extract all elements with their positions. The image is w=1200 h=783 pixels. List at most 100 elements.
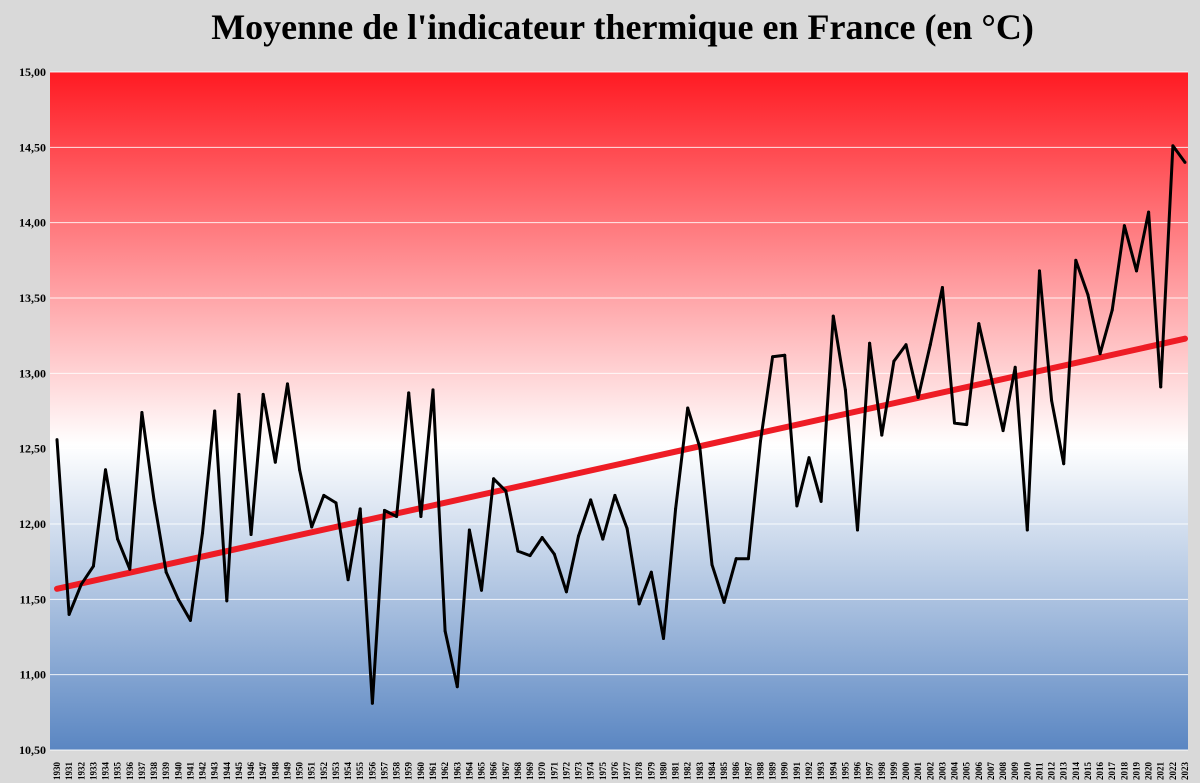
x-tick-label: 1970 — [537, 762, 547, 781]
x-tick-label: 2021 — [1156, 762, 1166, 781]
data-point — [504, 489, 508, 493]
x-tick-label: 1997 — [865, 762, 875, 781]
x-tick-label: 2001 — [913, 762, 923, 781]
x-tick-label: 2016 — [1095, 762, 1105, 781]
data-point — [382, 508, 386, 512]
x-tick-label: 1966 — [489, 762, 499, 781]
x-tick-label: 1998 — [877, 762, 887, 781]
data-point — [710, 563, 714, 567]
data-point — [807, 456, 811, 460]
data-point — [492, 477, 496, 481]
x-tick-label: 2013 — [1059, 762, 1069, 781]
x-tick-label: 1969 — [525, 762, 535, 781]
data-point — [67, 612, 71, 616]
x-tick-label: 1977 — [622, 762, 632, 781]
y-tick-label: 12,50 — [19, 442, 46, 456]
y-tick-label: 13,00 — [19, 366, 46, 380]
x-axis-ticks: 1930 1931 1932 1933 1934 1935 1936 1937 1938 1939… — [52, 762, 1190, 781]
x-tick-label: 1943 — [210, 762, 220, 781]
x-tick-label: 1935 — [113, 762, 123, 781]
data-point — [1171, 144, 1175, 148]
x-tick-label: 1951 — [307, 762, 317, 781]
data-point — [480, 588, 484, 592]
data-point — [819, 499, 823, 503]
x-tick-label: 1949 — [282, 762, 292, 781]
data-point — [1074, 258, 1078, 262]
x-tick-label: 2008 — [998, 762, 1008, 781]
x-tick-label: 1931 — [64, 762, 74, 781]
data-point — [528, 554, 532, 558]
data-point — [1147, 210, 1151, 214]
x-tick-label: 1992 — [804, 762, 814, 781]
x-tick-label: 1964 — [464, 762, 474, 781]
data-point — [322, 493, 326, 497]
y-tick-label: 13,50 — [19, 291, 46, 305]
data-point — [953, 421, 957, 425]
x-tick-label: 1990 — [780, 762, 790, 781]
data-point — [431, 388, 435, 392]
data-point — [977, 322, 981, 326]
x-tick-label: 1978 — [634, 762, 644, 781]
data-point — [104, 468, 108, 472]
x-tick-label: 1952 — [319, 762, 329, 781]
x-tick-label: 1967 — [501, 762, 511, 781]
data-point — [552, 552, 556, 556]
x-tick-label: 1971 — [549, 762, 559, 781]
x-tick-label: 1948 — [270, 762, 280, 781]
data-point — [686, 406, 690, 410]
x-tick-label: 1940 — [173, 762, 183, 781]
x-tick-label: 1981 — [671, 762, 681, 781]
x-tick-label: 2007 — [986, 762, 996, 781]
data-point — [577, 534, 581, 538]
data-point — [916, 395, 920, 399]
series-line — [55, 144, 1187, 705]
data-point — [273, 460, 277, 464]
data-point — [564, 590, 568, 594]
data-point — [419, 514, 423, 518]
data-point — [91, 564, 95, 568]
data-point — [540, 536, 544, 540]
data-point — [285, 382, 289, 386]
data-point — [128, 567, 132, 571]
x-tick-label: 2014 — [1071, 762, 1081, 781]
data-point — [758, 439, 762, 443]
x-tick-label: 1987 — [743, 762, 753, 781]
x-tick-label: 1954 — [343, 762, 353, 781]
x-tick-label: 1996 — [853, 762, 863, 781]
x-tick-label: 1933 — [88, 762, 98, 781]
data-point — [467, 528, 471, 532]
y-tick-label: 15,00 — [19, 65, 46, 79]
x-tick-label: 1995 — [840, 762, 850, 781]
data-point — [589, 498, 593, 502]
data-point — [1098, 352, 1102, 356]
data-point — [1159, 385, 1163, 389]
x-tick-label: 1986 — [731, 762, 741, 781]
data-point — [334, 501, 338, 505]
x-tick-label: 1956 — [367, 762, 377, 781]
data-point — [649, 570, 653, 574]
data-point — [443, 629, 447, 633]
x-tick-label: 1968 — [513, 762, 523, 781]
data-point — [734, 557, 738, 561]
x-tick-label: 1947 — [258, 762, 268, 781]
data-point — [1122, 224, 1126, 228]
data-point — [261, 392, 265, 396]
x-tick-label: 2020 — [1144, 762, 1154, 781]
data-point — [1134, 269, 1138, 273]
data-point — [370, 701, 374, 705]
data-point — [904, 343, 908, 347]
x-tick-label: 2009 — [1010, 762, 1020, 781]
x-tick-label: 1974 — [586, 762, 596, 781]
y-tick-label: 11,50 — [20, 592, 46, 606]
x-tick-label: 1946 — [246, 762, 256, 781]
data-point — [892, 359, 896, 363]
x-tick-label: 1976 — [610, 762, 620, 781]
chart-title: Moyenne de l'indicateur thermique en Fra… — [211, 7, 1034, 47]
data-point — [164, 570, 168, 574]
x-tick-label: 2018 — [1119, 762, 1129, 781]
data-point — [140, 411, 144, 415]
x-tick-label: 1988 — [755, 762, 765, 781]
data-point — [1050, 398, 1054, 402]
